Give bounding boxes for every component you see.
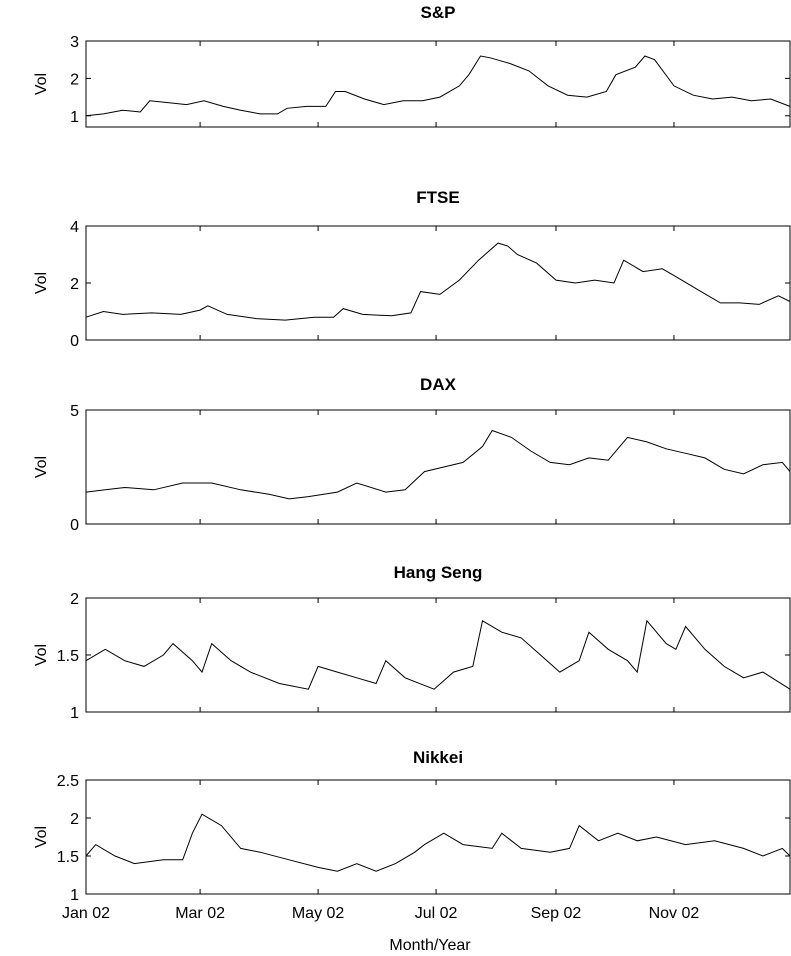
y-tick-label-s-p: 2	[70, 71, 79, 88]
y-tick-label-nikkei: 1.5	[57, 849, 79, 866]
x-axis-label: Month/Year	[389, 937, 471, 954]
x-tick-label: Nov 02	[649, 905, 700, 922]
y-axis-label-nikkei: Vol	[33, 826, 50, 848]
y-tick-label-ftse: 0	[70, 333, 79, 350]
series-line-hang-seng	[85, 619, 791, 690]
axes-box-nikkei	[85, 779, 791, 895]
x-tick-label: Jul 02	[415, 905, 458, 922]
series-line-nikkei	[85, 813, 791, 872]
x-tick-label: Jan 02	[62, 905, 110, 922]
series-line-s-p	[85, 55, 791, 117]
series-line-ftse	[85, 242, 791, 321]
axes-box-dax	[85, 409, 791, 525]
y-tick-label-dax: 5	[70, 403, 79, 420]
x-tick-label: Mar 02	[175, 905, 225, 922]
y-tick-label-ftse: 2	[70, 276, 79, 293]
panel-title-nikkei: Nikkei	[413, 748, 463, 767]
y-tick-label-s-p: 3	[70, 34, 79, 51]
axes-box-hang-seng	[85, 597, 791, 713]
panel-title-hang-seng: Hang Seng	[394, 563, 483, 582]
y-axis-label-dax: Vol	[33, 456, 50, 478]
y-axis-label-ftse: Vol	[33, 272, 50, 294]
y-axis-label-s-p: Vol	[33, 73, 50, 95]
y-tick-label-nikkei: 2.5	[57, 773, 79, 790]
panel-title-dax: DAX	[420, 375, 457, 394]
y-tick-label-nikkei: 2	[70, 811, 79, 828]
series-line-dax	[85, 429, 791, 500]
y-tick-label-ftse: 4	[70, 219, 79, 236]
y-tick-label-hang-seng: 1.5	[57, 648, 79, 665]
y-tick-label-hang-seng: 2	[70, 591, 79, 608]
x-tick-label: May 02	[292, 905, 345, 922]
x-tick-label: Sep 02	[531, 905, 582, 922]
y-tick-label-dax: 0	[70, 517, 79, 534]
y-tick-label-nikkei: 1	[70, 887, 79, 904]
panel-title-s-p: S&P	[421, 3, 456, 22]
y-tick-label-s-p: 1	[70, 109, 79, 126]
y-tick-label-hang-seng: 1	[70, 705, 79, 722]
axes-box-ftse	[85, 225, 791, 341]
axes-box-s-p	[85, 40, 791, 128]
panel-title-ftse: FTSE	[416, 188, 459, 207]
y-axis-label-hang-seng: Vol	[33, 644, 50, 666]
